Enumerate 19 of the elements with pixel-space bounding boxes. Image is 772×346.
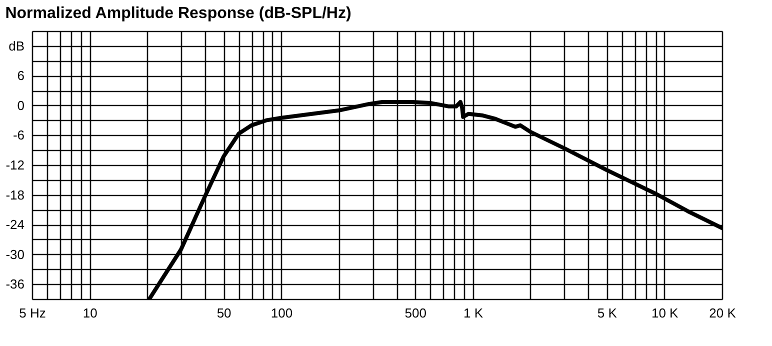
x-tick-label: 500 bbox=[404, 306, 426, 320]
x-tick-label: 5 K bbox=[597, 306, 618, 320]
y-tick-label: -30 bbox=[6, 246, 24, 262]
x-tick-label: 10 K bbox=[651, 306, 679, 320]
x-tick-label: 100 bbox=[270, 306, 293, 320]
chart-title: Normalized Amplitude Response (dB-SPL/Hz) bbox=[5, 5, 352, 22]
x-tick-label: 10 bbox=[82, 306, 98, 320]
y-tick-label: -36 bbox=[6, 276, 24, 292]
y-tick-label: dB bbox=[8, 38, 24, 54]
x-tick-label: 20 K bbox=[709, 306, 736, 320]
y-tick-label: -6 bbox=[12, 128, 24, 143]
y-tick-label: -24 bbox=[6, 217, 24, 232]
y-tick-label: -12 bbox=[6, 158, 24, 172]
y-tick-label: -18 bbox=[6, 187, 24, 202]
x-tick-label: 5 Hz bbox=[19, 306, 46, 320]
y-tick-label: 0 bbox=[17, 98, 24, 113]
x-tick-label: 50 bbox=[216, 306, 232, 320]
y-tick-label: 6 bbox=[17, 68, 24, 84]
x-tick-label: 1 K bbox=[464, 306, 484, 320]
